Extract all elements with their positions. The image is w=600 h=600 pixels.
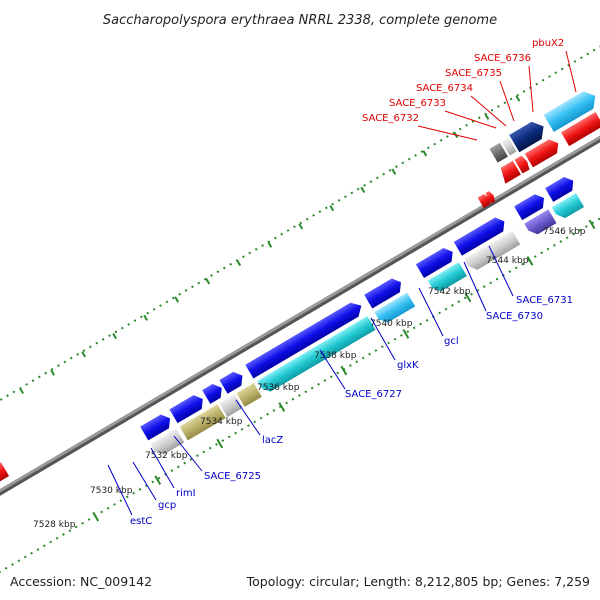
gene-dark-right[interactable] [489,142,508,163]
gene-olive-6725[interactable] [236,382,262,407]
gene-red-r4[interactable] [561,112,600,147]
gene-red-r3[interactable] [524,136,562,168]
gene-sky-6727[interactable] [374,292,416,326]
gene-label[interactable]: SACE_6732 [362,113,419,124]
gene-blue-9[interactable] [545,174,577,202]
gene-label[interactable]: SACE_6731 [516,295,573,306]
tick-label: 7542 kbp [428,287,471,297]
tick-label: 7538 kbp [314,351,357,361]
gene-sky-right[interactable] [543,87,600,132]
gene-label[interactable]: pbuX2 [532,38,564,49]
gene-purple-6730[interactable] [524,209,557,237]
gene-red-small-2[interactable] [485,190,496,204]
gene-blue-8[interactable] [514,191,548,221]
accession-text: Accession: NC_009142 [10,574,153,589]
gene-blue-4[interactable] [219,369,246,394]
gene-label[interactable]: SACE_6736 [474,53,531,64]
gene-blue-2[interactable] [169,392,206,424]
tick-label: 7540 kbp [370,319,413,329]
gene-label[interactable]: SACE_6735 [445,68,502,79]
gene-cyan-glxk[interactable] [427,262,467,294]
lower-leaders [107,245,514,516]
gene-label[interactable]: SACE_6734 [416,83,473,94]
upper-gene-labels: SACE_6732 SACE_6733 SACE_6734 SACE_6735 … [362,38,564,124]
inner-scale-ticks [92,219,596,522]
gene-blue-1[interactable] [140,411,174,441]
tick-label: 7546 kbp [543,227,586,237]
gene-blue-5[interactable] [364,275,405,309]
gene-gray-gcl[interactable] [463,230,521,273]
gene-label[interactable]: SACE_6733 [389,98,446,109]
lower-gene-labels: estC gcp rimI SACE_6725 lacZ SACE_6727 g… [130,295,573,527]
gene-red-r2[interactable] [514,155,531,174]
map-title: Saccharopolyspora erythraea NRRL 2338, c… [103,13,497,28]
topology-text: Topology: circular; Length: 8,212,805 bp… [246,574,590,589]
backbone-shadow [0,81,600,543]
tick-labels: 7528 kbp 7530 kbp 7532 kbp 7534 kbp 7536… [33,227,586,530]
tick-label: 7534 kbp [200,417,243,427]
gene-label[interactable]: rimI [176,488,196,499]
gene-blue-7[interactable] [453,214,509,256]
gene-label[interactable]: SACE_6725 [204,471,261,482]
gene-label[interactable]: lacZ [262,435,283,446]
gene-red-small[interactable] [477,192,494,209]
gene-cyan-6731[interactable] [551,193,585,221]
gene-label[interactable]: gcl [444,336,459,347]
tick-label: 7530 kbp [90,486,133,496]
gene-dark-left[interactable] [0,441,1,464]
genome-track [0,29,600,585]
gene-gray-estc[interactable] [150,428,185,458]
gene-label[interactable]: SACE_6727 [345,389,402,400]
backbone [0,80,600,541]
gene-label[interactable]: glxK [397,360,419,371]
tick-label: 7532 kbp [145,451,188,461]
gene-olive-gcp[interactable] [179,404,226,441]
gene-label[interactable]: SACE_6730 [486,311,543,322]
gene-gray-riml[interactable] [219,394,243,418]
gene-red-r1[interactable] [497,160,521,184]
gene-blue-3[interactable] [202,381,226,404]
gene-label[interactable]: estC [130,516,152,527]
tick-label: 7536 kbp [257,383,300,393]
outer-scale-ticks [19,95,521,394]
gene-blue-6[interactable] [415,245,457,279]
gene-blue-lacz[interactable] [245,299,365,379]
tick-label: 7544 kbp [486,256,529,266]
upper-leaders [417,50,577,141]
gene-red-left-2[interactable] [0,462,10,485]
gene-cyan-lacz[interactable] [257,315,376,395]
gene-label[interactable]: gcp [158,500,176,511]
gene-gray-right[interactable] [501,137,517,156]
tick-label: 7528 kbp [33,520,76,530]
gene-navy-right[interactable] [509,118,548,153]
